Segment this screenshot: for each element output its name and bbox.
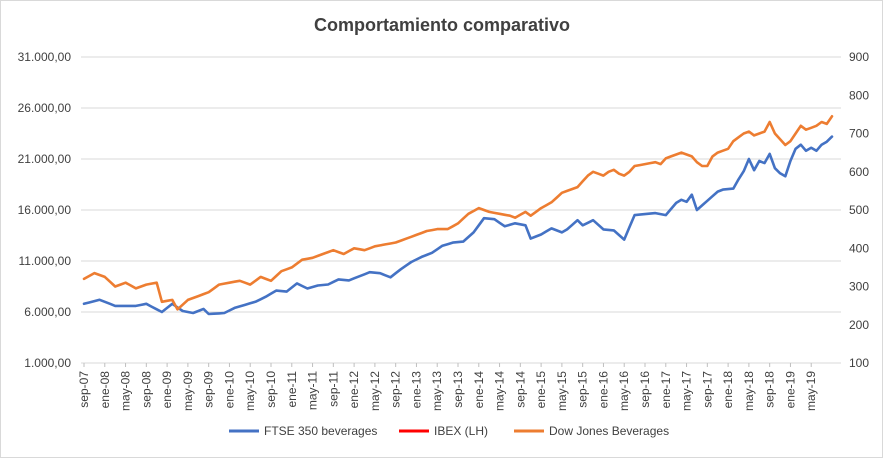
left-tick-label: 21.000,00 [18, 152, 72, 166]
x-tick-label: sep-13 [451, 371, 465, 408]
x-tick-label: ene-11 [285, 371, 299, 408]
x-tick-label: may-15 [555, 371, 569, 411]
x-tick-label: ene-14 [472, 371, 486, 409]
x-tick-label: ene-10 [222, 371, 236, 409]
x-tick-label: sep-14 [513, 371, 527, 408]
legend-label: FTSE 350 beverages [264, 424, 377, 438]
x-tick-label: may-17 [680, 371, 694, 411]
x-tick-label: sep-10 [264, 371, 278, 408]
x-tick-label: may-13 [430, 371, 444, 411]
x-tick-label: ene-12 [347, 371, 361, 409]
x-tick-label: may-16 [617, 371, 631, 411]
legend: FTSE 350 beverages IBEX (LH) Dow Jones Bev… [229, 424, 669, 438]
left-tick-label: 31.000,00 [18, 50, 72, 64]
left-axis-ticks: 1.000,00 6.000,00 11.000,00 16.000,00 21.000… [18, 50, 72, 370]
right-tick-label: 700 [849, 127, 869, 141]
x-tick-label: may-14 [493, 371, 507, 411]
legend-label: IBEX (LH) [434, 424, 488, 438]
right-tick-label: 100 [849, 356, 869, 370]
x-tick-label: may-10 [243, 371, 257, 411]
x-tick-label: may-08 [119, 371, 133, 411]
x-tick-label: ene-16 [596, 371, 610, 409]
x-tick-label: ene-19 [783, 371, 797, 409]
right-tick-label: 800 [849, 88, 869, 102]
x-tick-label: ene-09 [160, 371, 174, 409]
x-tick-label: sep-07 [77, 371, 91, 408]
x-tick-label: sep-18 [763, 371, 777, 408]
x-tick-label: may-19 [804, 371, 818, 411]
left-tick-label: 1.000,00 [24, 356, 71, 370]
legend-label: Dow Jones Beverages [549, 424, 669, 438]
gridlines [81, 56, 841, 364]
x-tick-label: sep-08 [139, 371, 153, 408]
series-lines [82, 115, 834, 316]
x-tick-label: sep-09 [202, 371, 216, 408]
chart-title: Comportamiento comparativo [314, 15, 570, 35]
series-line [82, 115, 834, 311]
x-tick-label: may-09 [181, 371, 195, 411]
left-tick-label: 26.000,00 [18, 101, 72, 115]
x-axis-ticks: sep-07 ene-08 may-08 sep-08 ene-09 may-09 sep-… [77, 363, 818, 411]
left-tick-label: 16.000,00 [18, 203, 72, 217]
right-tick-label: 500 [849, 203, 869, 217]
right-tick-label: 200 [849, 318, 869, 332]
x-tick-label: ene-17 [659, 371, 673, 409]
series-line [82, 135, 834, 316]
x-tick-label: sep-12 [389, 371, 403, 408]
x-tick-label: sep-17 [700, 371, 714, 408]
x-tick-label: may-18 [742, 371, 756, 411]
right-tick-label: 400 [849, 241, 869, 255]
right-tick-label: 900 [849, 50, 869, 64]
x-tick-label: sep-11 [326, 371, 340, 407]
left-tick-label: 6.000,00 [24, 305, 71, 319]
x-tick-label: ene-13 [409, 371, 423, 409]
x-tick-label: sep-16 [638, 371, 652, 408]
right-tick-label: 300 [849, 280, 869, 294]
right-axis-ticks: 100 200 300 400 500 600 700 800 900 [849, 50, 869, 370]
x-tick-label: may-12 [368, 371, 382, 411]
x-tick-label: ene-18 [721, 371, 735, 409]
x-tick-label: may-11 [306, 371, 320, 410]
x-tick-label: ene-08 [98, 371, 112, 409]
right-tick-label: 600 [849, 165, 869, 179]
x-tick-label: sep-15 [576, 371, 590, 408]
left-tick-label: 11.000,00 [19, 254, 72, 268]
x-tick-label: ene-15 [534, 371, 548, 409]
